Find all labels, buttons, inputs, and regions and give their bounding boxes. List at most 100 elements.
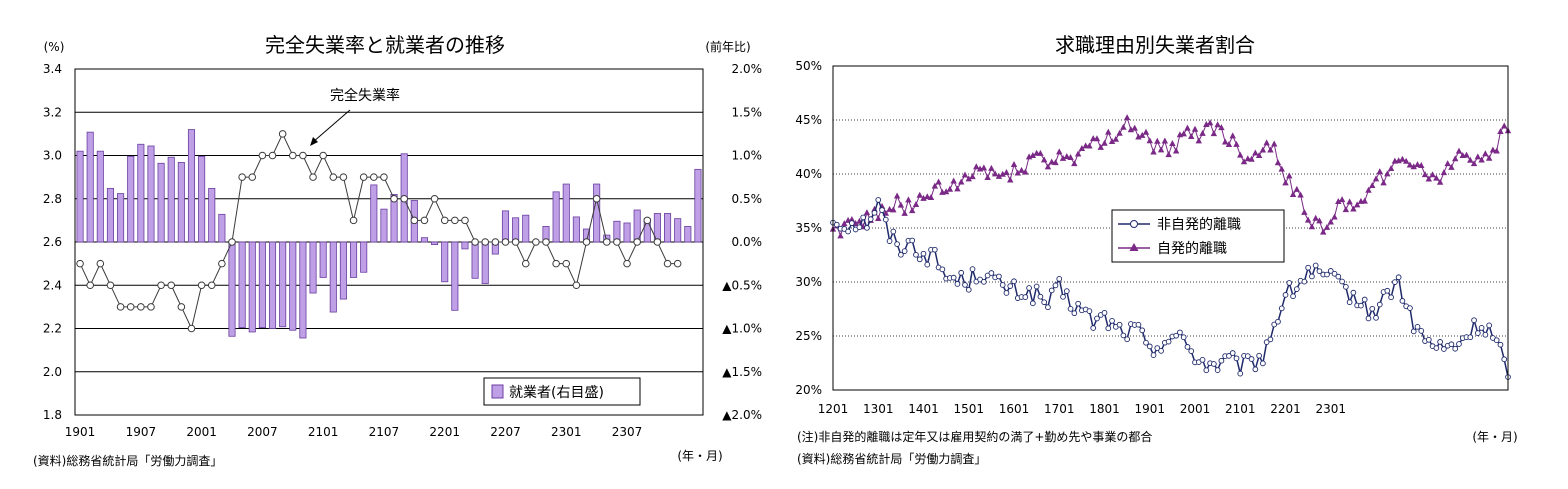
voluntary-point [1161,137,1169,144]
voluntary-point [1274,159,1282,166]
employment-bar [684,226,692,243]
right-y-tick-label: ▲1.0% [722,322,762,336]
unemployment-point [278,130,287,138]
involuntary-point [1090,325,1097,331]
voluntary-point [1320,228,1327,235]
involuntary-point [1060,293,1066,300]
employment-bar [623,222,631,243]
involuntary-point [913,251,919,258]
unemployment-point [562,259,571,268]
voluntary-point [1195,137,1202,144]
involuntary-point [1086,308,1093,314]
voluntary-point [1233,140,1240,147]
voluntary-point [1244,155,1252,162]
unemployment-point [106,281,115,290]
unemployment-point [663,259,672,268]
unemployment-point [299,151,307,160]
involuntary-point [860,214,867,221]
voluntary-point [1112,135,1120,142]
unemployment-point [410,216,419,225]
voluntary-point [1214,121,1221,128]
unemployment-point [471,238,479,246]
right-y-tick-label: 50% [795,59,822,73]
voluntary-point [1165,151,1172,158]
unemployment-point [197,281,206,290]
involuntary-point [1045,304,1051,311]
unemployment-point [96,259,105,268]
voluntary-point [1199,129,1206,136]
voluntary-point [1255,152,1263,159]
voluntary-point [1331,213,1338,220]
voluntary-point [1501,122,1508,129]
voluntary-point [1467,156,1474,163]
voluntary-point [1131,124,1138,131]
voluntary-point [1335,197,1342,204]
unemployment-point [137,303,145,311]
voluntary-point [1101,139,1108,146]
involuntary-point [879,207,885,213]
involuntary-point [833,221,840,228]
voluntary-point [1048,158,1055,165]
right-axis-unit: (前年比) [705,39,750,54]
employment-bar [380,208,388,243]
employment-bar [420,237,428,243]
unemployment-point [481,238,490,246]
right-y-tick-labels: 2.0% 1.5% 1.0% 0.5% 0.0% ▲0.5% ▲1.0% ▲1.5% ▲2.0% [722,62,762,422]
involuntary-point [1094,315,1100,322]
involuntary-point [1346,299,1353,306]
voluntary-point [1478,156,1485,163]
involuntary-point [920,250,927,257]
voluntary-point [935,178,942,185]
voluntary-point [1203,121,1210,128]
involuntary-point [1441,346,1447,352]
unemployment-point [572,281,581,290]
involuntary-point [1467,334,1474,341]
employment-bar [562,183,570,243]
unemployment-line [76,130,682,333]
left-x-tick-label: 1907 [126,425,157,439]
involuntary-point [1373,314,1379,321]
voluntary-point [924,193,931,200]
voluntary-point [958,178,965,185]
involuntary-point [1146,343,1153,350]
involuntary-point [1041,299,1048,306]
voluntary-point [999,170,1006,177]
right-plot-frame [832,65,1509,391]
involuntary-point [1124,336,1130,343]
voluntary-point [1240,158,1248,165]
voluntary-point [1116,129,1123,136]
voluntary-point [1056,148,1063,155]
involuntary-point [965,286,972,293]
unemployment-point [521,259,530,268]
voluntary-point [890,206,897,213]
involuntary-point [1139,327,1146,334]
involuntary-point [1214,367,1221,373]
unemployment-point [86,281,94,290]
left-x-tick-label: 2201 [429,425,460,439]
voluntary-point [1263,139,1270,146]
involuntary-point [1493,337,1500,344]
unemployment-point [461,216,469,225]
unemployment-annotation: 完全失業率 [330,87,400,104]
involuntary-point [1410,328,1417,335]
voluntary-point [1304,216,1312,223]
unemployment-point [613,238,621,246]
involuntary-point [1282,292,1289,298]
involuntary-point [1418,328,1425,334]
involuntary-point [1120,332,1127,339]
voluntary-point [916,191,923,198]
left-x-tick-label: 2301 [551,425,582,439]
involuntary-point [1414,323,1421,330]
left-x-tick-label: 2101 [308,425,339,439]
voluntary-point [848,216,856,223]
voluntary-point [1410,163,1417,170]
left-y-tick-label: 1.8 [43,408,62,422]
voluntary-point [1485,154,1493,161]
left-legend-box [483,377,641,406]
employment-bar [187,129,196,243]
involuntary-point [980,279,987,285]
involuntary-point [845,228,851,235]
involuntary-point [1233,355,1240,362]
employment-bar [522,214,530,243]
